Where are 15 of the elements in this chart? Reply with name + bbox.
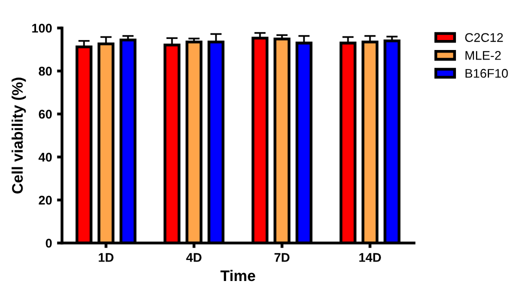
y-tick-label: 40 [38, 152, 52, 162]
x-tick-label: 1D [98, 253, 114, 262]
y-tick-label: 100 [32, 24, 52, 33]
y-axis-title: Cell viability (%) [12, 78, 26, 194]
legend-label: C2C12 [465, 33, 503, 42]
y-tick-label: 80 [38, 66, 52, 76]
legend-label: MLE-2 [466, 51, 501, 60]
x-axis-title: Time [220, 270, 256, 282]
legend-label: B16F10 [466, 68, 508, 78]
y-tick-label: 60 [38, 110, 52, 119]
x-tick-label: 4D [186, 253, 202, 262]
x-tick-label: 14D [359, 253, 381, 262]
y-tick-label: 20 [38, 196, 52, 205]
x-tick-label: 7D [274, 253, 290, 262]
y-tick-label: 0 [46, 238, 52, 248]
